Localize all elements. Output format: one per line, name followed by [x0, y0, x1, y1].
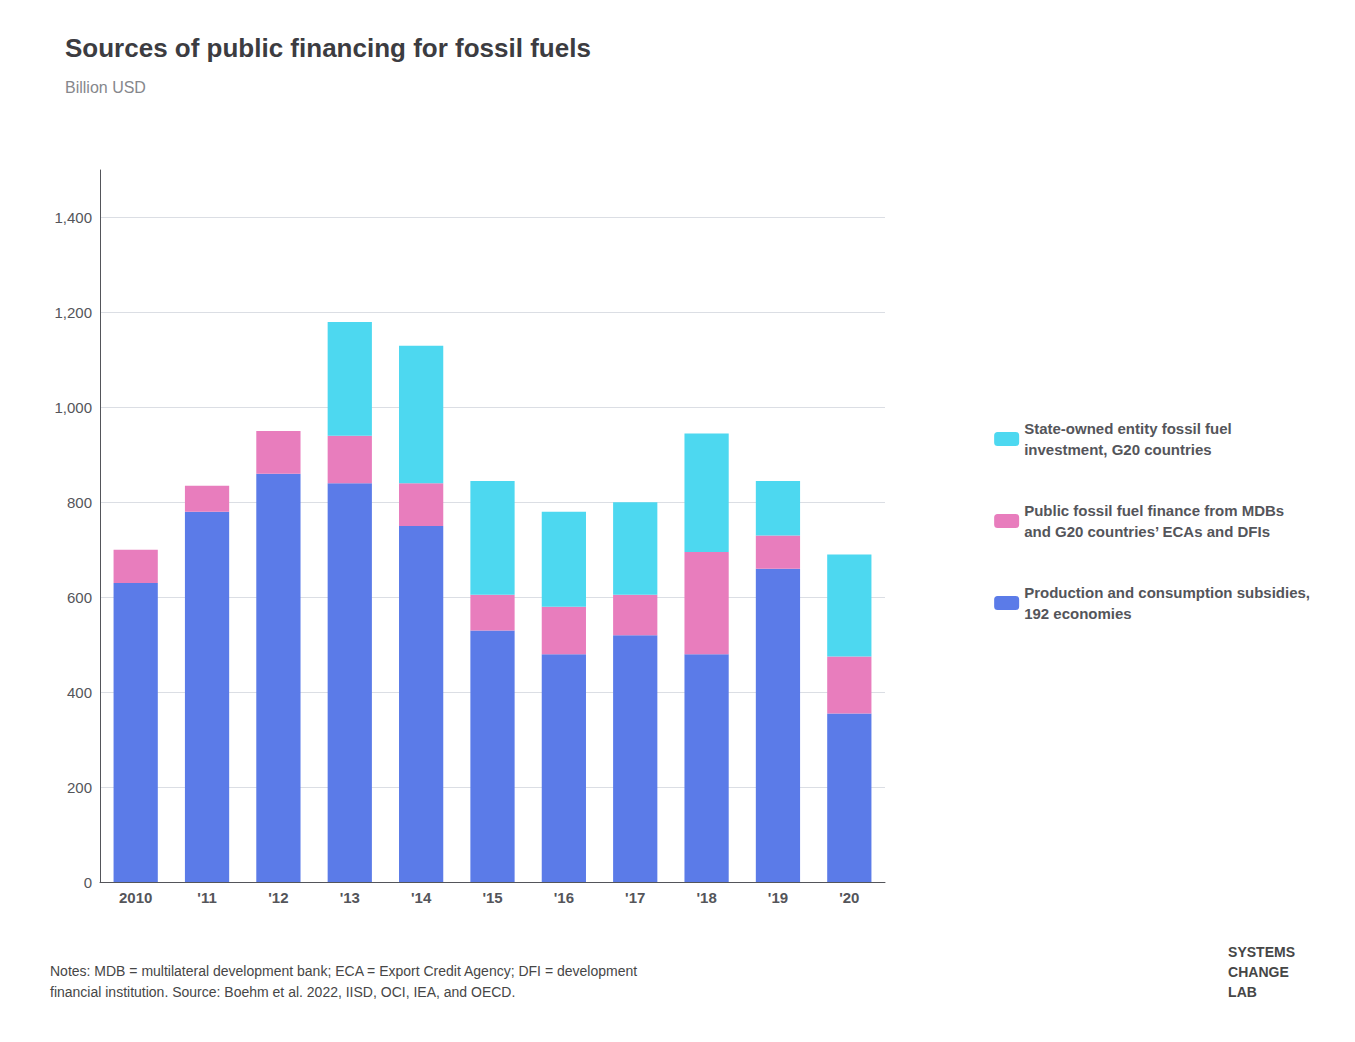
svg-text:'19: '19 [768, 889, 788, 906]
svg-text:1,400: 1,400 [54, 209, 92, 226]
svg-text:'16: '16 [554, 889, 574, 906]
svg-text:Notes: MDB = multilateral deve: Notes: MDB = multilateral development ba… [50, 963, 637, 979]
svg-text:Public fossil fuel finance fro: Public fossil fuel finance from MDBs [1024, 502, 1284, 519]
svg-text:SYSTEMS: SYSTEMS [1228, 944, 1295, 960]
svg-text:'12: '12 [268, 889, 288, 906]
svg-text:Production and consumption sub: Production and consumption subsidies, [1024, 584, 1310, 601]
svg-text:2010: 2010 [119, 889, 152, 906]
svg-text:600: 600 [67, 589, 92, 606]
svg-text:financial institution. Source:: financial institution. Source: Boehm et … [50, 984, 515, 1000]
svg-text:and G20 countries’ ECAs and DF: and G20 countries’ ECAs and DFIs [1024, 523, 1270, 540]
svg-text:'20: '20 [839, 889, 859, 906]
svg-text:'13: '13 [340, 889, 360, 906]
svg-text:'18: '18 [696, 889, 716, 906]
svg-text:1,200: 1,200 [54, 304, 92, 321]
svg-text:800: 800 [67, 494, 92, 511]
svg-text:LAB: LAB [1228, 984, 1257, 1000]
svg-text:Sources of public financing fo: Sources of public financing for fossil f… [65, 33, 591, 63]
svg-text:'14: '14 [411, 889, 432, 906]
svg-text:CHANGE: CHANGE [1228, 964, 1289, 980]
svg-text:192 economies: 192 economies [1024, 605, 1132, 622]
svg-text:'15: '15 [482, 889, 502, 906]
svg-text:0: 0 [84, 874, 92, 891]
svg-text:200: 200 [67, 779, 92, 796]
svg-text:1,000: 1,000 [54, 399, 92, 416]
svg-text:Billion USD: Billion USD [65, 79, 146, 96]
svg-text:investment, G20 countries: investment, G20 countries [1024, 441, 1212, 458]
svg-text:'17: '17 [625, 889, 645, 906]
svg-text:400: 400 [67, 684, 92, 701]
svg-text:'11: '11 [197, 889, 216, 906]
svg-text:State-owned entity fossil fuel: State-owned entity fossil fuel [1024, 420, 1232, 437]
